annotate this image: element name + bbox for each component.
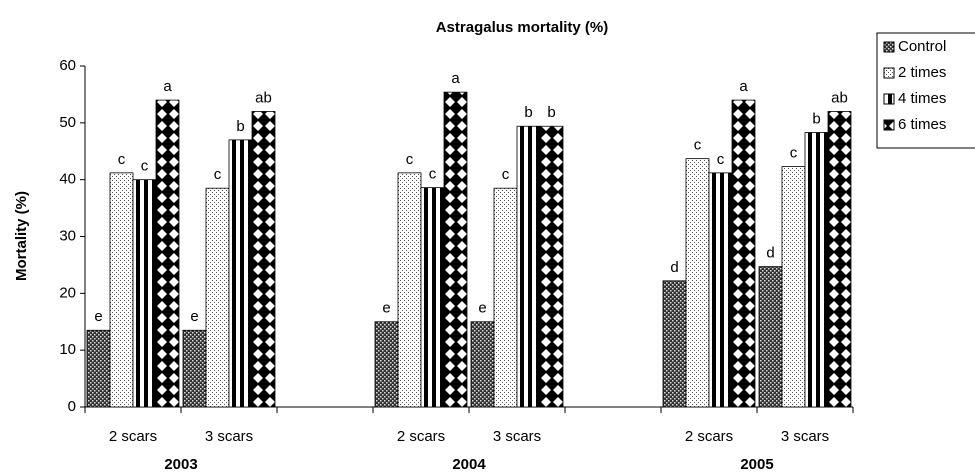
bar — [470, 321, 495, 408]
y-tick-label: 40 — [59, 171, 76, 188]
bar — [205, 187, 230, 408]
legend-label: 2 times — [898, 64, 946, 81]
bar-annotation: d — [670, 259, 678, 276]
chart-title: Astragalus mortality (%) — [436, 19, 609, 36]
bar-annotation: b — [524, 104, 532, 121]
bar — [132, 179, 157, 408]
bar — [374, 321, 399, 408]
group-label: 2003 — [164, 456, 197, 473]
bar — [251, 111, 276, 408]
bar — [493, 187, 518, 408]
bar-annotation: c — [502, 166, 510, 183]
bar-annotation: e — [94, 308, 102, 325]
bar — [804, 132, 829, 408]
y-tick-label: 20 — [59, 284, 76, 301]
bar — [182, 329, 207, 408]
bar-annotation: e — [190, 308, 198, 325]
bar — [86, 329, 111, 408]
x-tick-label: 2 scars — [109, 428, 157, 445]
bar — [228, 139, 253, 408]
x-tick-label: 2 scars — [397, 428, 445, 445]
x-tick-label: 3 scars — [781, 428, 829, 445]
group-label: 2005 — [740, 456, 773, 473]
legend-swatch — [883, 67, 895, 79]
legend-swatch — [883, 119, 895, 131]
bar — [662, 280, 687, 408]
bar-annotation: ab — [255, 89, 272, 106]
bar-annotation: a — [163, 78, 172, 95]
legend-label: 4 times — [898, 90, 946, 107]
bar-annotation: b — [236, 118, 244, 135]
bar-annotation: c — [717, 151, 725, 168]
bar-annotation: c — [214, 166, 222, 183]
y-tick-label: 0 — [68, 398, 76, 415]
bar-annotation: d — [766, 245, 774, 262]
legend-label: Control — [898, 38, 946, 55]
y-tick-label: 50 — [59, 114, 76, 131]
bar-annotation: e — [478, 300, 486, 317]
bar-annotation: b — [812, 110, 820, 127]
bar-annotation: c — [790, 145, 798, 162]
legend-swatch — [883, 93, 895, 105]
bar — [685, 158, 710, 408]
bar — [781, 166, 806, 408]
bar — [443, 91, 468, 408]
bar-annotation: c — [694, 137, 702, 154]
bar — [758, 266, 783, 408]
legend-label: 6 times — [898, 116, 946, 133]
bar-annotation: c — [406, 151, 414, 168]
bar-annotation: b — [547, 104, 555, 121]
bar — [731, 99, 756, 408]
bar-annotation: e — [382, 300, 390, 317]
bar — [420, 187, 445, 408]
bar-annotation: a — [739, 78, 748, 95]
bar — [827, 111, 852, 408]
bar-annotation: c — [118, 151, 126, 168]
x-tick-label: 3 scars — [493, 428, 541, 445]
bar-annotation: c — [141, 158, 149, 175]
bar-annotation: ab — [831, 89, 848, 106]
legend-swatch — [883, 41, 895, 53]
bar — [708, 172, 733, 408]
x-tick-label: 3 scars — [205, 428, 253, 445]
y-tick-label: 30 — [59, 227, 76, 244]
x-tick-label: 2 scars — [685, 428, 733, 445]
y-tick-label: 10 — [59, 341, 76, 358]
bar — [539, 125, 564, 408]
bar-annotation: a — [451, 70, 460, 87]
y-axis-title: Mortality (%) — [13, 191, 30, 281]
bar — [155, 99, 180, 408]
group-label: 2004 — [452, 456, 486, 473]
bar — [109, 172, 134, 408]
bar-annotation: c — [429, 166, 437, 183]
bar — [516, 125, 541, 408]
y-tick-label: 60 — [59, 57, 76, 74]
bar — [397, 172, 422, 408]
